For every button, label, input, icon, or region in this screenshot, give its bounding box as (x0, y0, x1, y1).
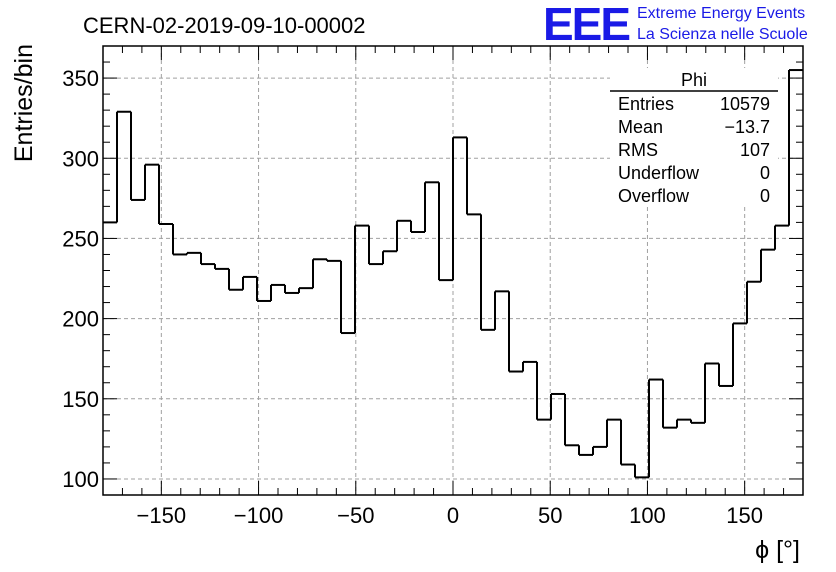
stats-title: Phi (681, 70, 707, 90)
y-tick-label: 150 (62, 387, 99, 412)
logo-line2: La Scienza nelle Scuole (637, 26, 808, 43)
x-tick-label: −100 (234, 503, 284, 528)
y-axis-title: Entries/bin (10, 44, 38, 162)
stats-label-entries: Entries (618, 94, 674, 114)
y-tick-label: 100 (62, 467, 99, 492)
x-tick-label: −150 (137, 503, 187, 528)
logo-line1: Extreme Energy Events (637, 5, 805, 22)
axis-ticks: −150 −100 −50 0 50 100 150 100 150 200 250 300 350 (62, 45, 804, 528)
y-tick-label: 350 (62, 66, 99, 91)
stats-box: Phi Entries 10579 Mean −13.7 RMS 107 Und… (610, 68, 778, 206)
y-tick-label: 250 (62, 226, 99, 251)
stats-value-underflow: 0 (760, 163, 770, 183)
stats-label-rms: RMS (618, 140, 658, 160)
stats-label-overflow: Overflow (618, 186, 690, 206)
stats-value-mean: −13.7 (724, 117, 770, 137)
x-axis-title: ϕ [°] (755, 536, 800, 564)
histogram-series (103, 69, 803, 479)
x-tick-label: 150 (726, 503, 763, 528)
y-tick-label: 200 (62, 307, 99, 332)
x-tick-label: 50 (538, 503, 562, 528)
eee-logo: EEE Extreme Energy Events La Scienza nel… (543, 0, 808, 50)
stats-value-rms: 107 (740, 140, 770, 160)
x-tick-label: 0 (447, 503, 459, 528)
x-tick-label: 100 (629, 503, 666, 528)
stats-value-entries: 10579 (720, 94, 770, 114)
stats-label-mean: Mean (618, 117, 663, 137)
stats-label-underflow: Underflow (618, 163, 700, 183)
logo-mark: EEE (543, 0, 629, 50)
stats-value-overflow: 0 (760, 186, 770, 206)
y-tick-label: 300 (62, 146, 99, 171)
chart-title: CERN-02-2019-09-10-00002 (83, 13, 366, 38)
x-tick-label: −50 (337, 503, 374, 528)
